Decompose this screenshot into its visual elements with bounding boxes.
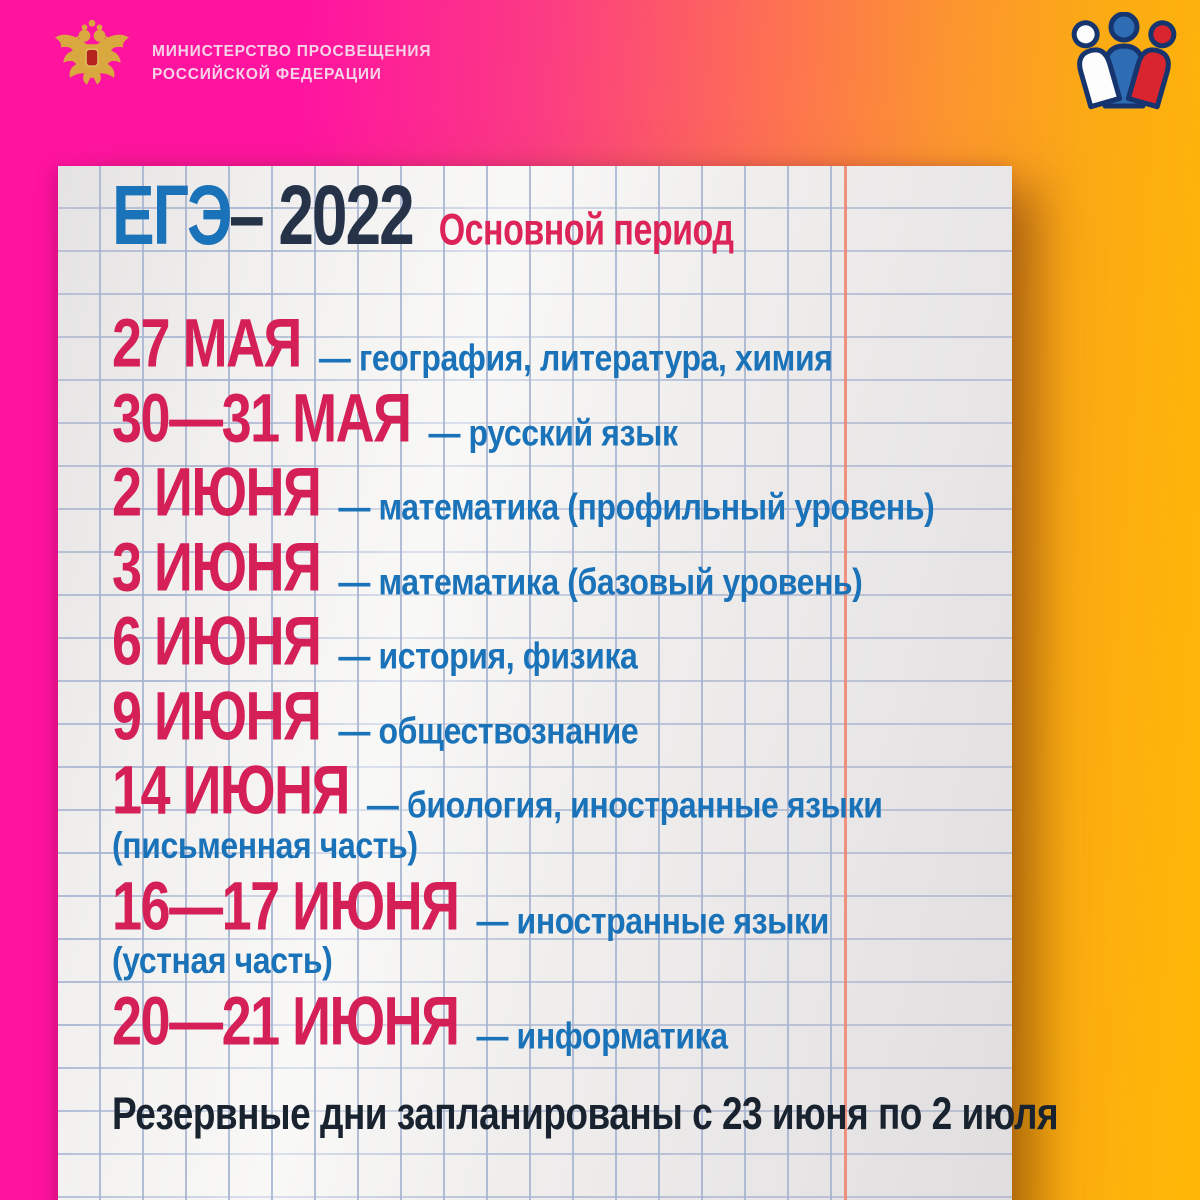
schedule-date: 20—21 ИЮНЯ xyxy=(112,983,460,1061)
schedule-list: 27 МАЯ — география, литература, химия 30… xyxy=(112,305,1002,1066)
schedule-row: 9 ИЮНЯ — обществознание xyxy=(112,678,1002,761)
ministry-brand: МИНИСТЕРСТВО ПРОСВЕЩЕНИЯ РОССИЙСКОЙ ФЕДЕ… xyxy=(50,16,431,111)
schedule-date: 9 ИЮНЯ xyxy=(112,678,322,755)
reserve-days-note: Резервные дни запланированы с 23 июня по… xyxy=(112,1088,1059,1139)
schedule-row: 2 ИЮНЯ — математика (профильный уровень) xyxy=(112,454,1002,537)
sheet-content: ЕГЭ – 2022 Основной период 27 МАЯ — геог… xyxy=(58,166,1059,1200)
schedule-note: (письменная часть) xyxy=(112,824,418,866)
grid-vertical-lines xyxy=(58,166,844,1200)
ministry-name: МИНИСТЕРСТВО ПРОСВЕЩЕНИЯ РОССИЙСКОЙ ФЕДЕ… xyxy=(152,41,431,86)
schedule-row: 14 ИЮНЯ — биология, иностранные языки (п… xyxy=(112,753,1002,876)
coat-of-arms-icon xyxy=(50,16,134,111)
ministry-name-line2: РОССИЙСКОЙ ФЕДЕРАЦИИ xyxy=(152,65,382,83)
notebook-sheet: ЕГЭ – 2022 Основной период 27 МАЯ — геог… xyxy=(58,166,1059,1200)
title-subtitle: Основной период xyxy=(438,205,734,256)
schedule-subjects: — иностранные языки xyxy=(476,900,829,942)
schedule-row: 30—31 МАЯ — русский язык xyxy=(112,380,1002,463)
poster-title: ЕГЭ – 2022 Основной период xyxy=(112,167,1002,265)
title-exam: ЕГЭ xyxy=(112,167,232,263)
schedule-date: 30—31 МАЯ xyxy=(112,379,412,457)
schedule-row: 20—21 ИЮНЯ — информатика xyxy=(112,984,1002,1066)
schedule-note: (устная часть) xyxy=(112,939,333,982)
schedule-subjects: — информатика xyxy=(476,1015,728,1058)
schedule-subjects: — биология, иностранные языки xyxy=(366,784,883,826)
schedule-row: 3 ИЮНЯ — математика (базовый уровень) xyxy=(112,529,1002,612)
schedule-subjects: — обществознание xyxy=(338,710,639,752)
schedule-row: 27 МАЯ — география, литература, химия xyxy=(112,305,1002,388)
schedule-date: 16—17 ИЮНЯ xyxy=(112,868,460,945)
schedule-row: 6 ИЮНЯ — история, физика xyxy=(112,604,1002,686)
schedule-subjects: — математика (базовый уровень) xyxy=(338,561,863,603)
ministry-name-line1: МИНИСТЕРСТВО ПРОСВЕЩЕНИЯ xyxy=(152,43,432,61)
schedule-row: 16—17 ИЮНЯ — иностранные языки (устная ч… xyxy=(112,868,1002,992)
schedule-date: 14 ИЮНЯ xyxy=(112,752,350,830)
title-year: – 2022 xyxy=(228,167,415,263)
notebook-margin-line xyxy=(844,166,847,1200)
schedule-date: 3 ИЮНЯ xyxy=(112,529,322,606)
schedule-subjects: — математика (профильный уровень) xyxy=(338,486,935,528)
schedule-subjects: — география, литература, химия xyxy=(318,337,833,379)
schedule-date: 2 ИЮНЯ xyxy=(112,454,322,532)
schedule-date: 6 ИЮНЯ xyxy=(112,603,322,681)
schedule-subjects: — история, физика xyxy=(338,635,638,677)
schedule-subjects: — русский язык xyxy=(428,412,678,454)
schedule-date: 27 МАЯ xyxy=(112,305,302,383)
ege-people-logo-icon xyxy=(1066,11,1182,117)
